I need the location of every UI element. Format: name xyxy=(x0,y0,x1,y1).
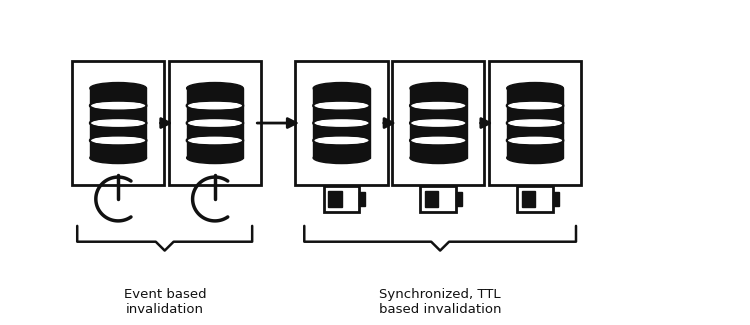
Ellipse shape xyxy=(188,120,243,126)
FancyBboxPatch shape xyxy=(169,61,261,185)
Ellipse shape xyxy=(314,137,369,144)
Ellipse shape xyxy=(507,137,562,144)
Polygon shape xyxy=(324,186,359,213)
Ellipse shape xyxy=(187,152,243,163)
Ellipse shape xyxy=(507,120,562,126)
Polygon shape xyxy=(90,88,146,158)
Ellipse shape xyxy=(410,137,466,144)
Ellipse shape xyxy=(91,102,146,109)
Text: Synchronized, TTL
based invalidation: Synchronized, TTL based invalidation xyxy=(379,288,501,316)
Ellipse shape xyxy=(91,137,146,144)
Ellipse shape xyxy=(410,152,466,163)
Ellipse shape xyxy=(188,102,243,109)
Text: Event based
invalidation: Event based invalidation xyxy=(124,288,206,316)
Ellipse shape xyxy=(410,120,466,126)
Ellipse shape xyxy=(314,152,370,163)
Ellipse shape xyxy=(410,83,466,94)
FancyBboxPatch shape xyxy=(489,61,581,185)
Polygon shape xyxy=(507,88,563,158)
Polygon shape xyxy=(425,191,439,207)
Ellipse shape xyxy=(507,83,563,94)
Ellipse shape xyxy=(314,120,369,126)
Polygon shape xyxy=(187,88,243,158)
Polygon shape xyxy=(456,192,462,206)
Polygon shape xyxy=(553,192,559,206)
Ellipse shape xyxy=(187,83,243,94)
Polygon shape xyxy=(522,191,536,207)
Polygon shape xyxy=(410,88,466,158)
FancyBboxPatch shape xyxy=(72,61,164,185)
Ellipse shape xyxy=(507,152,563,163)
Ellipse shape xyxy=(507,102,562,109)
Polygon shape xyxy=(421,186,456,213)
Polygon shape xyxy=(328,191,342,207)
Ellipse shape xyxy=(314,83,370,94)
Ellipse shape xyxy=(90,83,146,94)
Ellipse shape xyxy=(91,120,146,126)
Ellipse shape xyxy=(90,152,146,163)
FancyBboxPatch shape xyxy=(296,61,388,185)
Polygon shape xyxy=(359,192,365,206)
Ellipse shape xyxy=(188,137,243,144)
Ellipse shape xyxy=(410,102,466,109)
Polygon shape xyxy=(314,88,370,158)
FancyBboxPatch shape xyxy=(392,61,484,185)
Polygon shape xyxy=(518,186,553,213)
Ellipse shape xyxy=(314,102,369,109)
